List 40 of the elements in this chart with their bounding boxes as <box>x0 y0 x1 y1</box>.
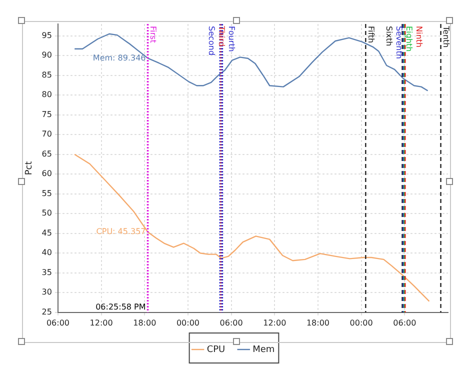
x-tick-label: 12:00 <box>90 318 113 328</box>
legend-label: Mem <box>252 344 275 355</box>
ref-line-label: Tenth <box>442 25 451 48</box>
ref-line-label: Ninth <box>414 26 424 48</box>
ref-line-label: Fifth <box>366 26 376 44</box>
ref-line-label: First <box>148 26 158 43</box>
x-tick-label: 12:00 <box>263 318 286 328</box>
y-tick-label: 35 <box>42 268 52 277</box>
y-tick-label: 30 <box>42 288 52 297</box>
x-tick-label: 00:00 <box>350 318 373 328</box>
x-tick-label: 18:00 <box>306 318 330 328</box>
ref-line-label: Eighth <box>404 26 414 52</box>
ref-line-label: Seventh <box>394 26 404 59</box>
x-tick-label: 06:00 <box>393 318 416 328</box>
ref-line-label: Third <box>217 25 226 46</box>
y-tick-label: 65 <box>42 149 52 158</box>
y-tick-label: 50 <box>42 208 52 218</box>
y-tick-label: 70 <box>42 130 52 139</box>
y-tick-label: 75 <box>42 110 52 119</box>
y-tick-label: 55 <box>42 188 52 198</box>
y-tick-label: 25 <box>42 307 52 316</box>
x-tick-label: 06:00 <box>220 318 243 328</box>
y-tick-label: 95 <box>42 30 52 40</box>
y-tick-label: 80 <box>42 90 52 100</box>
x-tick-label: 18:00 <box>133 318 156 328</box>
ref-line-label: Sixth <box>384 26 394 46</box>
y-tick-label: 60 <box>42 169 52 178</box>
y-tick-label: 90 <box>42 50 52 60</box>
annotation: CPU: 45.357 <box>96 227 146 236</box>
x-tick-label: 00:00 <box>176 318 200 328</box>
ref-line-label: Fourth <box>227 26 236 52</box>
ref-line-label: Second <box>207 26 216 56</box>
annotation: Mem: 89.346 <box>92 53 146 62</box>
legend-label: CPU <box>206 344 226 355</box>
y-tick-label: 40 <box>42 248 52 258</box>
y-tick-label: 85 <box>42 70 52 80</box>
y-axis-title: Pct <box>24 160 35 176</box>
y-tick-label: 45 <box>42 228 52 238</box>
x-tick-label: 06:00 <box>46 318 70 328</box>
annotation: 06:25:58 PM <box>96 302 146 312</box>
